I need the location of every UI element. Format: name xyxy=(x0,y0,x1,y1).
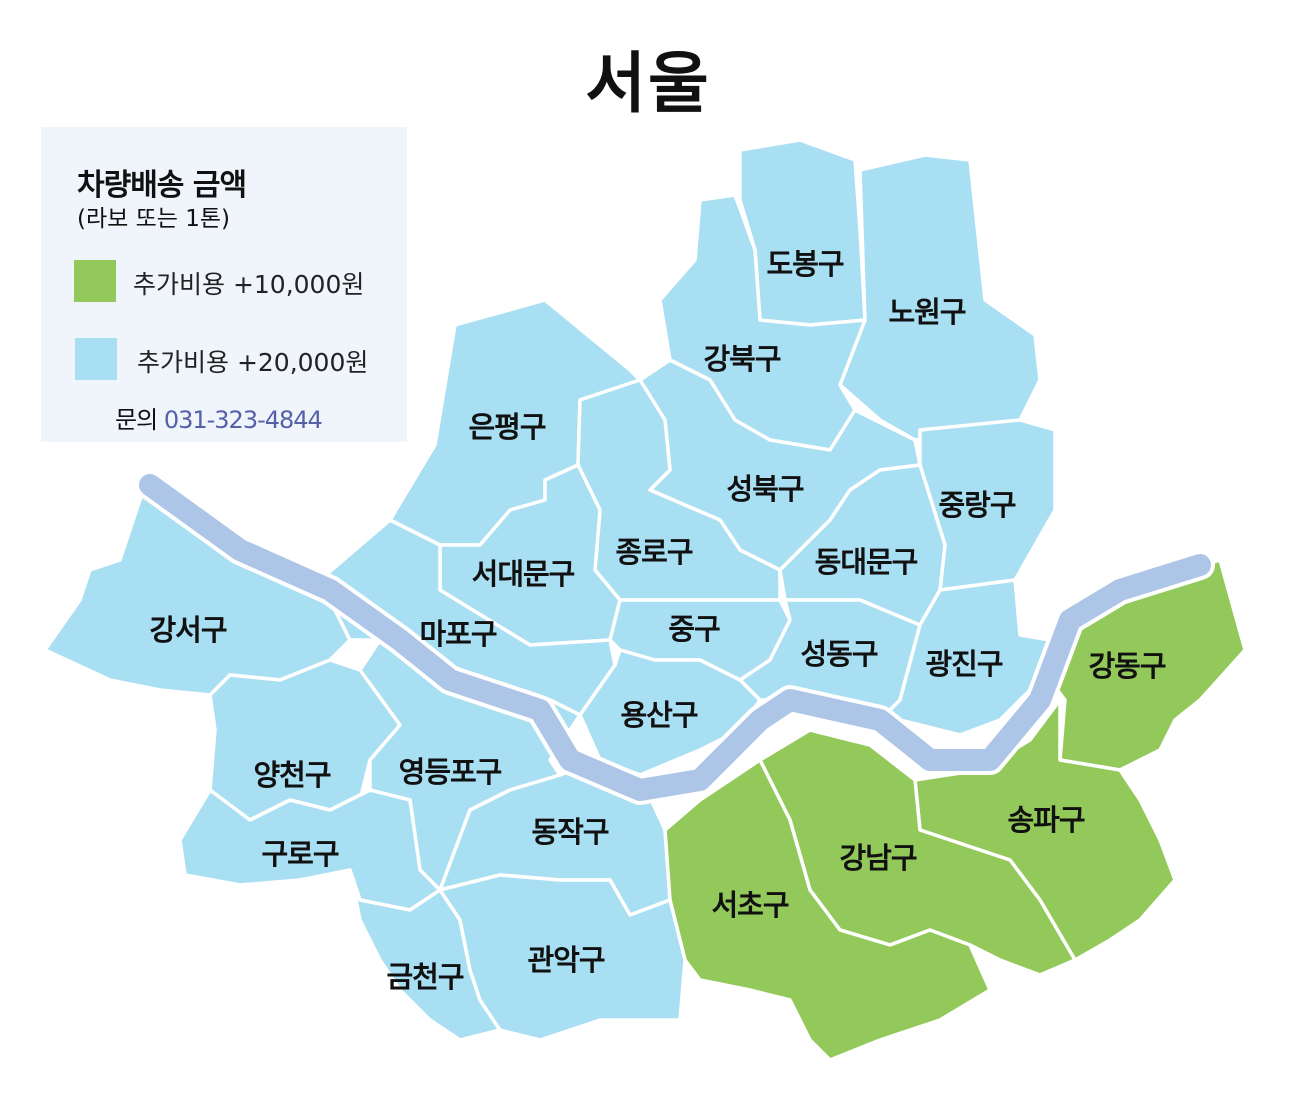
district-gwangjin[interactable] xyxy=(878,578,1052,737)
han-river xyxy=(135,470,1215,805)
legend-item-label: 추가비용 +10,000원 xyxy=(133,270,365,299)
district-label: 강동구 xyxy=(1088,649,1166,683)
district-label: 송파구 xyxy=(1007,803,1085,837)
district-label: 마포구 xyxy=(419,617,497,651)
district-label: 용산구 xyxy=(620,698,698,732)
district-seocho[interactable] xyxy=(663,758,992,1062)
district-label: 도봉구 xyxy=(766,247,844,281)
district-label: 관악구 xyxy=(527,943,605,977)
legend-title: 차량배송 금액 xyxy=(77,168,247,203)
legend-item-label: 추가비용 +20,000원 xyxy=(137,348,369,377)
map-title: 서울 xyxy=(585,45,711,122)
district-dongdaemun[interactable] xyxy=(778,463,947,627)
district-label: 영등포구 xyxy=(398,755,503,789)
district-label: 종로구 xyxy=(615,535,693,569)
district-label: 광진구 xyxy=(925,647,1003,681)
district-label: 금천구 xyxy=(386,960,464,994)
contact-info: 문의 031-323-4844 xyxy=(115,400,323,435)
district-label: 강서구 xyxy=(149,613,227,647)
legend-swatch-green xyxy=(74,260,116,302)
district-label: 노원구 xyxy=(888,295,966,329)
district-label: 양천구 xyxy=(253,758,331,792)
district-label: 성동구 xyxy=(800,637,878,671)
district-gwanak[interactable] xyxy=(438,873,687,1042)
district-label: 서초구 xyxy=(711,888,789,922)
district-label: 은평구 xyxy=(468,410,546,444)
district-label: 동대문구 xyxy=(814,545,919,579)
district-guro[interactable] xyxy=(178,788,442,912)
district-label: 강남구 xyxy=(839,841,917,875)
district-label: 중구 xyxy=(668,612,720,646)
legend-subtitle: (라보 또는 1톤) xyxy=(77,206,231,232)
district-label: 강북구 xyxy=(703,342,781,376)
contact-label: 문의 xyxy=(115,406,158,434)
district-label: 구로구 xyxy=(261,837,339,871)
district-label: 성북구 xyxy=(726,472,804,506)
district-label: 서대문구 xyxy=(471,557,576,591)
district-label: 중랑구 xyxy=(938,488,1016,522)
phone-number[interactable]: 031-323-4844 xyxy=(163,406,323,434)
legend-swatch-blue xyxy=(75,338,117,380)
legend: 차량배송 금액 (라보 또는 1톤) 추가비용 +10,000원 추가비용 +2… xyxy=(41,127,407,442)
district-label: 동작구 xyxy=(531,815,609,849)
